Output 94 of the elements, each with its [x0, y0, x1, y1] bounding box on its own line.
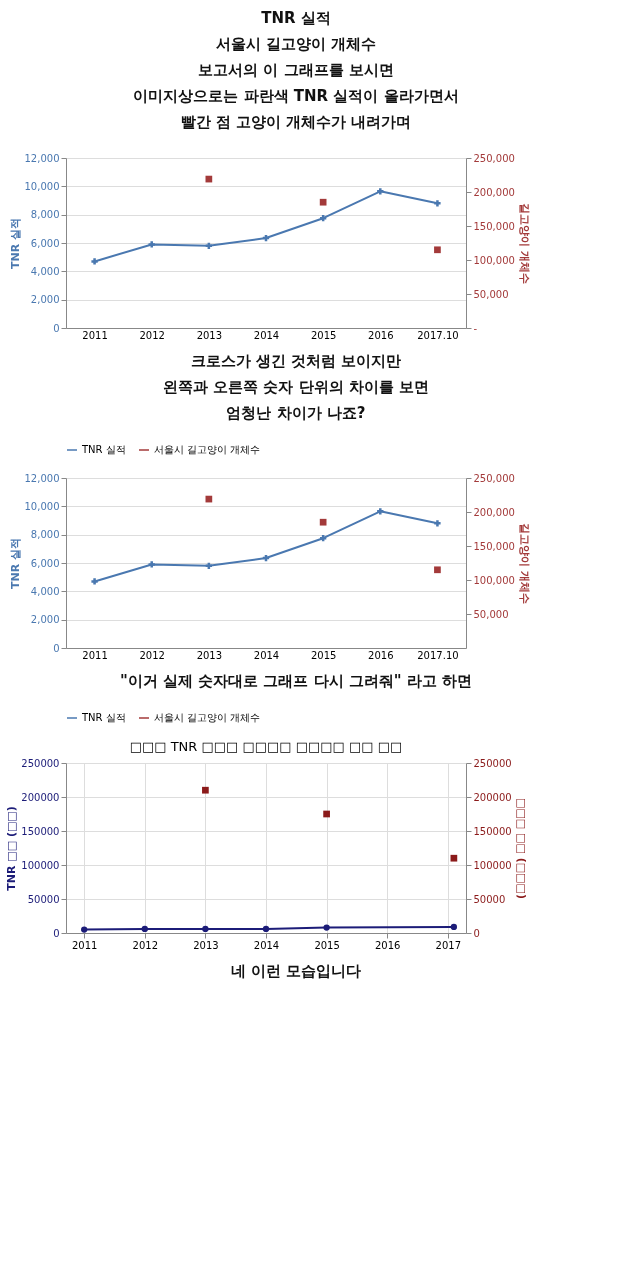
text: "이거 실제 숫자대로 그래프 다시 그려줘" 라고 하면	[119, 672, 473, 690]
point	[323, 810, 330, 818]
y2-tick-label: 200,000	[473, 186, 515, 198]
y2-tick-label: 100,000	[473, 254, 515, 266]
point	[377, 508, 384, 515]
point	[450, 854, 458, 862]
point	[148, 561, 155, 568]
x-tick-label: 2011	[82, 649, 108, 661]
y2-tick-label: 50000	[473, 893, 506, 905]
point	[434, 200, 441, 207]
y2-tick-label: 200,000	[473, 506, 515, 518]
legend-label: 서울시 길고양이 개체수	[154, 712, 261, 723]
point	[91, 578, 98, 585]
text: 엄청난 차이가 나죠?	[226, 404, 366, 422]
y-tick-label: 200000	[21, 791, 60, 803]
text: TNR 실적	[261, 9, 331, 27]
y2-tick-label: 250000	[473, 757, 512, 769]
x-tick-label: 2011	[82, 329, 108, 341]
y-tick-label: 10,000	[24, 500, 60, 512]
x-tick-label: 2015	[314, 939, 340, 951]
text: 서울시 길고양이 개체수	[215, 35, 377, 53]
x-tick-label: 2014	[253, 649, 280, 661]
y2-tick-label: 150000	[473, 825, 512, 837]
x-tick-label: 2014	[253, 939, 280, 951]
x-tick-label: 2017.10	[417, 329, 459, 341]
point	[148, 241, 155, 248]
y-tick-label: 100000	[21, 859, 60, 871]
point	[319, 198, 327, 206]
point	[377, 188, 384, 195]
y-axis-title: TNR □□ (□□)	[5, 806, 19, 891]
x-tick-label: 2012	[139, 329, 165, 341]
x-tick-label: 2017.10	[417, 649, 459, 661]
point	[434, 246, 441, 254]
x-tick-label: 2016	[368, 329, 394, 341]
x-tick-label: 2015	[310, 649, 337, 661]
y2-tick-label: 50,000	[473, 608, 509, 620]
y-tick-label: 250000	[21, 757, 60, 769]
y-tick-label: 0	[53, 322, 60, 334]
y-tick-label: 2,000	[30, 614, 60, 626]
point	[91, 258, 98, 265]
y2-tick-label: 150,000	[473, 540, 515, 552]
text: 네 이런 모습입니다	[230, 962, 362, 980]
point	[434, 566, 441, 574]
legend-label: TNR 실적	[81, 712, 126, 723]
text: 왼쪽과 오른쪽 숫자 단위의 차이를 보면	[162, 378, 430, 396]
chart-title: □□□ TNR □□□ □□□□ □□□□ □□ □□	[129, 739, 403, 754]
legend-label: TNR 실적	[81, 444, 126, 455]
x-tick-label: 2011	[71, 939, 98, 951]
point	[202, 786, 209, 794]
y2-tick-label: 50,000	[473, 288, 509, 300]
y2-axis-title: □□□ □□ (□□□)	[514, 798, 528, 899]
y2-tick-label: 250,000	[473, 152, 515, 164]
legend-label: 서울시 길고양이 개체수	[154, 444, 261, 455]
y-tick-label: 8,000	[30, 209, 60, 221]
y2-tick-label: 100000	[473, 859, 512, 871]
y-axis-title: TNR 실적	[8, 537, 22, 590]
y2-axis-title: 길고양이 개체수	[517, 203, 531, 284]
y2-tick-label: 200000	[473, 791, 512, 803]
text: 크로스가 생긴 것처럼 보이지만	[190, 352, 402, 370]
y-tick-label: 0	[53, 642, 60, 654]
x-tick-label: 2012	[139, 649, 165, 661]
point	[319, 518, 327, 526]
y-tick-label: 8,000	[30, 529, 60, 541]
y-tick-label: 0	[53, 927, 60, 939]
x-tick-label: 2016	[368, 649, 394, 661]
point	[434, 520, 441, 527]
y2-tick-label: 0	[473, 927, 480, 939]
y2-tick-label: 150,000	[473, 220, 515, 232]
y-axis-title: TNR 실적	[8, 217, 22, 270]
x-tick-label: 2013	[196, 329, 223, 341]
y-tick-label: 10,000	[24, 180, 60, 192]
y-tick-label: 12,000	[24, 152, 60, 164]
y-tick-label: 4,000	[30, 585, 60, 597]
y-tick-label: 6,000	[30, 237, 60, 249]
x-tick-label: 2013	[196, 649, 223, 661]
y2-tick-label: -	[473, 322, 478, 334]
text: 보고서의 이 그래프를 보시면	[198, 61, 394, 79]
y-tick-label: 2,000	[30, 294, 60, 306]
y2-tick-label: 250,000	[473, 472, 515, 484]
x-tick-label: 2012	[132, 939, 159, 951]
x-tick-label: 2016	[374, 939, 401, 951]
y-tick-label: 150000	[21, 825, 60, 837]
x-tick-label: 2013	[193, 939, 219, 951]
x-tick-label: 2015	[310, 329, 337, 341]
x-tick-label: 2017	[435, 939, 462, 951]
y-tick-label: 12,000	[24, 472, 60, 484]
y2-tick-label: 100,000	[473, 574, 515, 586]
x-tick-label: 2014	[253, 329, 280, 341]
y-tick-label: 50000	[27, 893, 60, 905]
text: 빨간 점 고양이 개체수가 내려가며	[180, 113, 412, 131]
text: 이미지상으로는 파란색 TNR 실적이 올라가면서	[133, 87, 459, 105]
y-tick-label: 4,000	[30, 265, 60, 277]
y2-axis-title: 길고양이 개체수	[517, 523, 531, 604]
y-tick-label: 6,000	[30, 557, 60, 569]
